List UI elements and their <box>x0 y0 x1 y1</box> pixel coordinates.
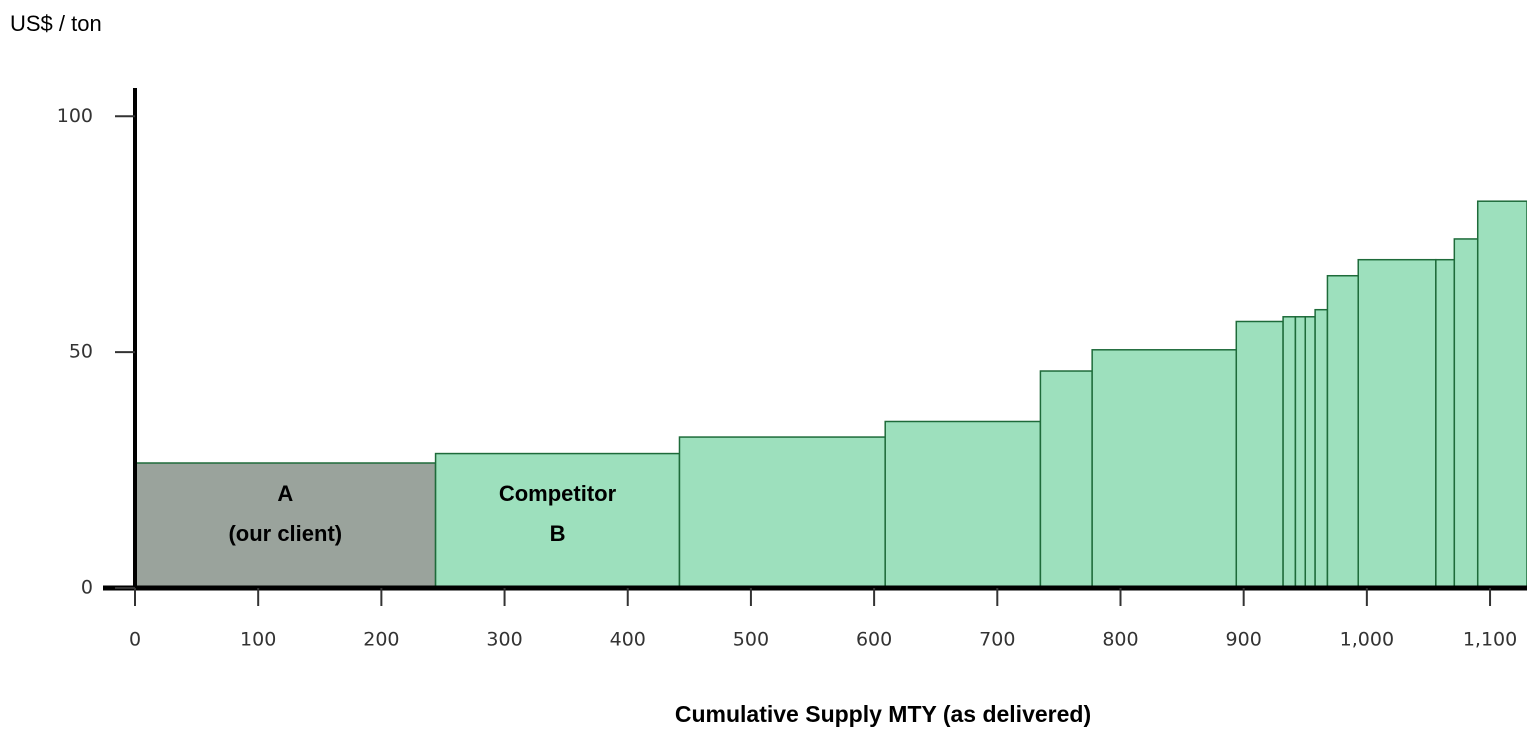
y-tick-label: 50 <box>69 341 93 363</box>
bar <box>884 420 1042 589</box>
bar <box>134 462 437 589</box>
y-axis-label: US$ / ton <box>10 11 102 36</box>
bar <box>678 436 886 589</box>
bar <box>1326 274 1359 589</box>
bar-label: B <box>550 521 566 546</box>
bar <box>1294 316 1307 589</box>
bar <box>434 452 681 589</box>
x-tick-label: 200 <box>363 629 399 651</box>
x-tick-label: 700 <box>979 629 1015 651</box>
x-tick-label: 400 <box>610 629 646 651</box>
bar-label: Competitor <box>499 481 617 506</box>
x-tick-label: 300 <box>486 629 522 651</box>
bar-label: (our client) <box>228 521 342 546</box>
bar <box>1091 349 1238 589</box>
x-axis-label: Cumulative Supply MTY (as delivered) <box>675 701 1091 727</box>
x-tick-label: 900 <box>1226 629 1262 651</box>
bar <box>1435 258 1456 589</box>
x-tick-label: 1,000 <box>1340 629 1394 651</box>
bar <box>1235 320 1284 589</box>
bar <box>1453 238 1479 589</box>
bar <box>1357 258 1437 589</box>
bar <box>1304 316 1316 589</box>
x-tick-label: 100 <box>240 629 276 651</box>
bar <box>1282 316 1297 589</box>
y-tick-label: 100 <box>57 105 93 127</box>
y-tick-label: 0 <box>81 577 93 599</box>
x-tick-label: 800 <box>1102 629 1138 651</box>
x-tick-label: 1,100 <box>1463 629 1517 651</box>
x-tick-label: 600 <box>856 629 892 651</box>
x-tick-label: 500 <box>733 629 769 651</box>
bar-label: A <box>277 481 293 506</box>
bar <box>1476 200 1527 589</box>
x-tick-label: 0 <box>129 629 141 651</box>
bar <box>1314 308 1329 589</box>
bar <box>1039 370 1093 589</box>
